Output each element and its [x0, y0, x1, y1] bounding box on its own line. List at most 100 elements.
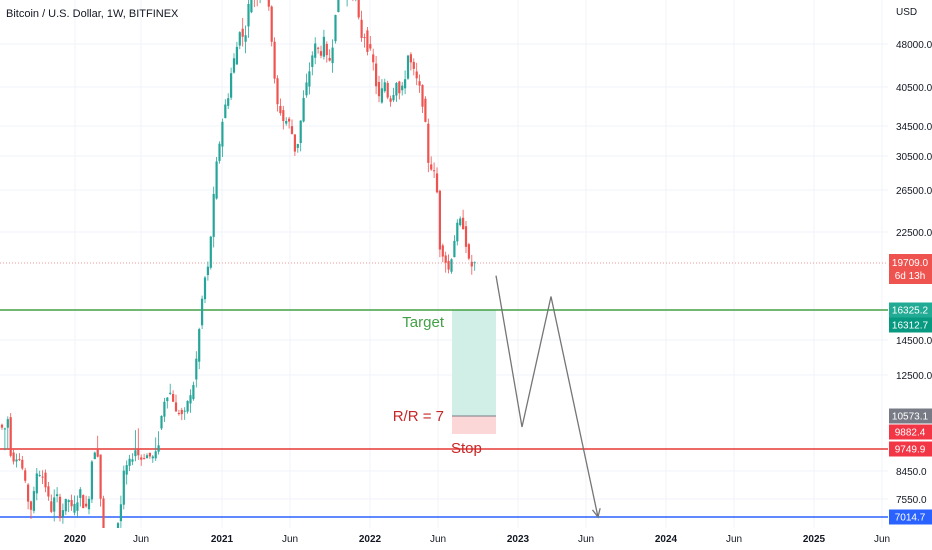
candle-body — [296, 144, 299, 148]
stop-label: Stop — [451, 440, 482, 457]
candle-body — [227, 98, 230, 106]
candle-body — [314, 43, 317, 58]
candle-body — [206, 266, 209, 276]
candle-body — [308, 71, 311, 87]
price-tag: 16325.2 — [892, 306, 929, 317]
candle-body — [435, 173, 439, 193]
candle-body — [450, 259, 453, 272]
candle-body — [32, 491, 35, 511]
candle-body — [134, 450, 137, 457]
candle-body — [215, 161, 218, 199]
candle-body — [212, 194, 215, 237]
time-tick-label: 2021 — [211, 534, 234, 545]
candle-body — [3, 428, 6, 430]
candle-body — [250, 0, 253, 13]
projection-line[interactable] — [495, 275, 599, 518]
time-tick-label: Jun — [133, 534, 149, 545]
time-tick-label: 2020 — [64, 534, 87, 545]
candle-body — [462, 217, 465, 230]
price-tick-label: 22500.0 — [896, 228, 932, 239]
candle-body — [172, 393, 175, 402]
candle-body — [203, 277, 207, 300]
candle-body — [85, 503, 88, 507]
candle-body — [177, 413, 180, 415]
projection-arrowhead — [591, 508, 601, 519]
candle-body — [412, 61, 415, 69]
candle-body — [232, 58, 236, 73]
candle-body — [380, 88, 383, 103]
candle-body — [79, 489, 82, 498]
chart-title: Bitcoin / U.S. Dollar, 1W, BITFINEX — [6, 8, 179, 20]
candle-body — [273, 41, 276, 79]
price-tick-label: 48000.0 — [896, 40, 932, 51]
time-tick-label: 2022 — [359, 534, 382, 545]
candle-body — [201, 298, 204, 326]
position-tool[interactable] — [452, 310, 496, 434]
candle-body — [218, 143, 221, 161]
candle-body — [386, 82, 389, 98]
candle-body — [18, 459, 21, 461]
price-tick-label: 30500.0 — [896, 152, 932, 163]
projection-path[interactable] — [495, 275, 601, 519]
candle-body — [459, 218, 462, 226]
time-tick-label: 2025 — [803, 534, 826, 545]
candle-body — [140, 457, 143, 460]
candle-body — [444, 255, 447, 263]
candle-body — [21, 459, 24, 469]
horizontal-lines[interactable] — [0, 309, 888, 518]
candle-body — [70, 500, 73, 507]
candle-body — [166, 397, 169, 402]
price-tag: 10573.1 — [892, 412, 929, 423]
countdown-tag: 6d 13h — [895, 271, 926, 282]
candle-body — [441, 245, 444, 257]
candle-body — [241, 28, 244, 37]
price-tick-label: 7550.0 — [896, 495, 927, 506]
candle-body — [247, 3, 250, 27]
time-axis[interactable]: 2020 Jun 2021 Jun 2022 Jun 2023 Jun 2024 Jun 2025 J… — [0, 528, 890, 550]
candle-body — [270, 6, 273, 42]
candle-body — [311, 55, 314, 67]
price-tag-bg — [889, 509, 932, 525]
time-tick-label: Jun — [282, 534, 298, 545]
stop-zone[interactable] — [452, 416, 496, 434]
candle-body — [424, 98, 427, 122]
candle-body — [6, 419, 9, 428]
candle-body — [67, 500, 70, 503]
time-tick-label: 2023 — [507, 534, 530, 545]
candle-body — [438, 190, 441, 250]
candle-body — [29, 501, 33, 510]
candle-body — [38, 475, 41, 477]
candle-body — [293, 134, 296, 152]
candle-body — [244, 35, 247, 42]
candle-body — [267, 0, 270, 7]
time-tick-label: Jun — [430, 534, 446, 545]
candle-body — [433, 170, 436, 172]
price-tag: 9882.4 — [895, 428, 926, 439]
candle-body — [366, 30, 369, 52]
candle-body — [128, 458, 131, 466]
target-zone[interactable] — [452, 310, 496, 416]
candle-body — [325, 43, 328, 56]
candle-body — [143, 458, 146, 460]
candle-body — [125, 465, 128, 475]
candle-body — [319, 51, 323, 56]
candle-body — [99, 454, 102, 499]
price-tick-label: 40500.0 — [896, 83, 932, 94]
candle-body — [102, 498, 105, 537]
candle-body — [357, 0, 360, 18]
candle-body — [383, 82, 386, 92]
candle-body — [230, 73, 233, 98]
candle-body — [73, 504, 76, 513]
candle-body — [163, 401, 166, 417]
candle-body — [427, 123, 430, 163]
candle-body — [87, 498, 91, 510]
ratio-label: R/R = 7 — [393, 408, 444, 425]
candle-body — [41, 476, 44, 478]
price-tag-bg — [889, 441, 932, 457]
price-tag: 16312.7 — [892, 321, 929, 332]
candle-body — [305, 82, 308, 96]
price-tags: 19709.0 6d 13h 16325.2 16312.7 10573.1 9882.4… — [889, 254, 932, 525]
candle-body — [464, 226, 468, 247]
candle-body — [160, 415, 163, 429]
